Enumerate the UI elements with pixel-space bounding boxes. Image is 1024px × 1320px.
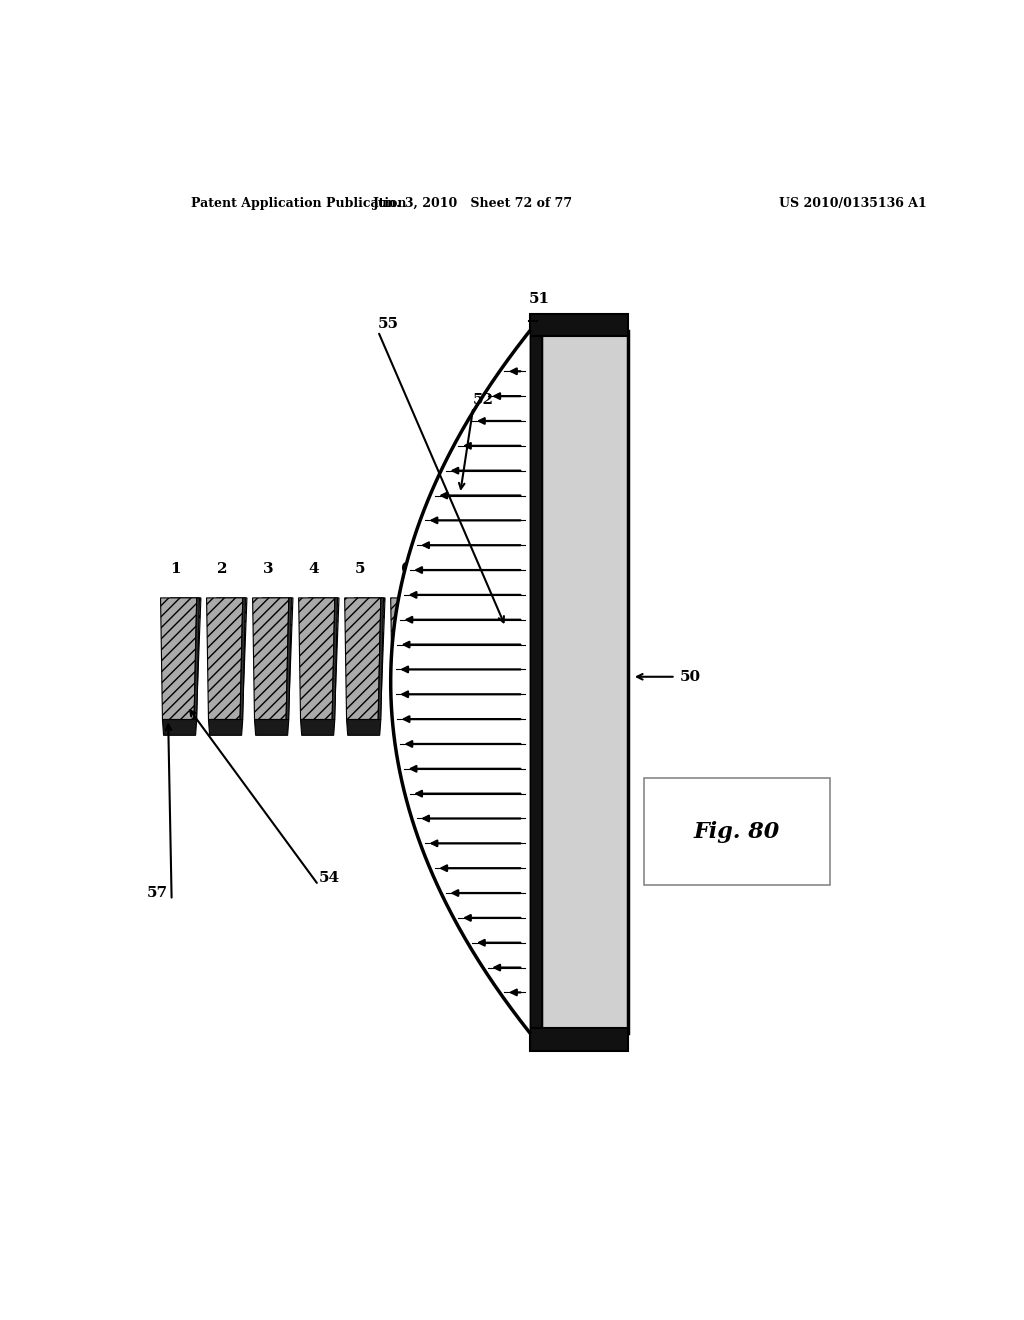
Polygon shape [391, 598, 427, 719]
Polygon shape [397, 598, 431, 719]
Polygon shape [345, 598, 381, 719]
Polygon shape [436, 598, 473, 719]
Bar [529, 314, 628, 337]
Polygon shape [470, 598, 475, 719]
Text: Jun. 3, 2010   Sheet 72 of 77: Jun. 3, 2010 Sheet 72 of 77 [373, 197, 573, 210]
Text: US 2010/0135136 A1: US 2010/0135136 A1 [778, 197, 927, 210]
FancyBboxPatch shape [644, 779, 830, 886]
Text: 57: 57 [146, 886, 168, 900]
Polygon shape [213, 598, 247, 719]
Bar [529, 1028, 628, 1051]
Text: 2: 2 [216, 561, 227, 576]
Text: 1: 1 [170, 561, 181, 576]
Polygon shape [195, 598, 200, 719]
Bar [529, 331, 543, 1032]
Polygon shape [378, 598, 384, 719]
Polygon shape [424, 598, 429, 719]
Text: 54: 54 [318, 871, 340, 886]
Bar [541, 331, 628, 1032]
Polygon shape [484, 719, 519, 735]
Bar [541, 331, 628, 1032]
Polygon shape [391, 331, 529, 1032]
Text: 4: 4 [308, 561, 319, 576]
Text: 51: 51 [528, 292, 550, 306]
Polygon shape [299, 598, 335, 719]
Polygon shape [209, 719, 243, 735]
Polygon shape [489, 598, 523, 719]
Polygon shape [163, 719, 197, 735]
Polygon shape [351, 598, 385, 719]
Text: 8: 8 [493, 561, 503, 576]
Polygon shape [438, 719, 473, 735]
Polygon shape [240, 598, 246, 719]
Polygon shape [300, 719, 335, 735]
Text: 50: 50 [680, 669, 700, 684]
Polygon shape [482, 598, 519, 719]
Text: Patent Application Publication: Patent Application Publication [191, 197, 407, 210]
Polygon shape [255, 719, 289, 735]
Polygon shape [161, 598, 197, 719]
Text: 5: 5 [354, 561, 366, 576]
Text: 7: 7 [446, 561, 458, 576]
Polygon shape [286, 598, 292, 719]
Text: 52: 52 [473, 393, 495, 408]
Polygon shape [516, 598, 521, 719]
Polygon shape [305, 598, 339, 719]
Polygon shape [167, 598, 201, 719]
Polygon shape [259, 598, 293, 719]
Polygon shape [207, 598, 243, 719]
Polygon shape [443, 598, 477, 719]
Polygon shape [253, 598, 289, 719]
Text: 55: 55 [378, 317, 399, 331]
Polygon shape [332, 598, 338, 719]
Text: 6: 6 [400, 561, 412, 576]
Text: Fig. 80: Fig. 80 [694, 821, 780, 842]
Polygon shape [392, 719, 427, 735]
Polygon shape [346, 719, 381, 735]
Text: 3: 3 [262, 561, 273, 576]
